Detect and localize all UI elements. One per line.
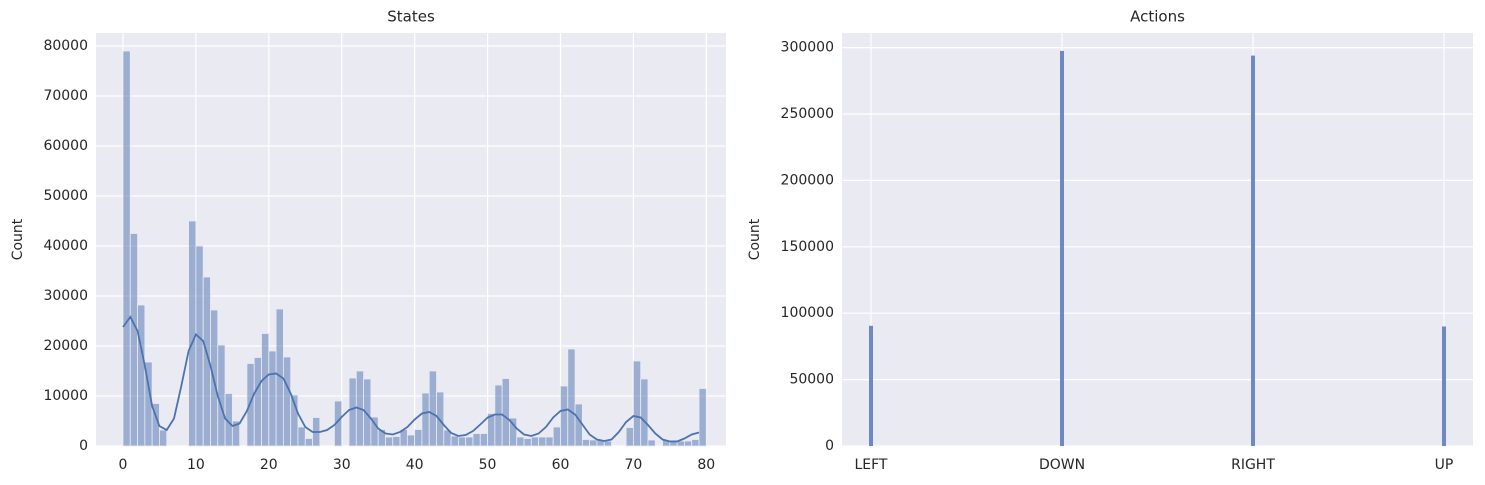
histogram-bar [450, 435, 459, 447]
bar [1060, 50, 1064, 447]
histogram-bar [538, 436, 547, 447]
histogram-bar [304, 438, 313, 447]
y-axis-label: Count [10, 218, 26, 260]
x-tick-label: 10 [187, 457, 205, 473]
histogram-bar [472, 433, 481, 447]
histogram-bar [560, 385, 569, 447]
marks [869, 50, 1446, 447]
histogram-bar [552, 426, 561, 447]
histogram-bar [129, 233, 138, 447]
y-tick-label: 60000 [43, 138, 88, 154]
x-tick-label: 0 [119, 457, 128, 473]
chart-title: Actions [1130, 8, 1185, 26]
histogram-bar [589, 439, 598, 447]
histogram-bar [494, 384, 503, 447]
x-tick-label: DOWN [1039, 457, 1085, 473]
x-tick-label: LEFT [854, 457, 887, 473]
histogram-bar [122, 50, 131, 447]
y-tick-label: 100000 [781, 305, 834, 321]
histogram-bar [632, 360, 642, 447]
x-tick-label: 40 [406, 457, 424, 473]
histogram-bar [253, 357, 262, 447]
y-tick-label: 40000 [43, 238, 88, 254]
histogram-bar [574, 403, 583, 447]
histogram-bar [487, 413, 496, 447]
histogram-bar [625, 427, 634, 447]
histogram-bar [297, 426, 306, 447]
histogram-bar [457, 436, 467, 447]
histogram-bar [392, 436, 401, 447]
histogram-bar [581, 439, 591, 447]
histogram-bar [421, 392, 430, 447]
histogram-bar [231, 420, 241, 447]
histogram-bar [691, 439, 700, 447]
histogram-bar [640, 378, 649, 447]
histogram-bar [282, 356, 292, 447]
plot-background [842, 33, 1473, 446]
histogram-bar [545, 436, 554, 447]
y-axis-label: Count [747, 218, 763, 260]
y-tick-label: 80000 [43, 38, 88, 54]
histogram-bar [246, 363, 255, 447]
histogram-bar [348, 377, 357, 447]
histogram-bar [647, 439, 656, 447]
y-tick-label: 50000 [789, 372, 834, 388]
histogram-bar [479, 433, 488, 447]
y-tick-label: 300000 [781, 40, 834, 56]
histogram-bar [523, 438, 532, 447]
histogram-bar [509, 417, 518, 447]
kde-line [122, 315, 700, 443]
histogram-bar [363, 378, 372, 447]
histogram-bar [698, 388, 707, 447]
histogram-bar [684, 440, 693, 447]
histogram-bar [137, 304, 146, 447]
x-tick-label: UP [1435, 457, 1454, 473]
x-tick-label: 70 [624, 457, 642, 473]
y-tick-label: 0 [825, 438, 834, 454]
y-tick-label: 10000 [43, 388, 88, 404]
histogram-bar [530, 436, 540, 447]
y-tick-label: 70000 [43, 88, 88, 104]
histogram-bar [290, 394, 299, 447]
histogram-bar [406, 434, 416, 447]
histogram-bar [195, 245, 204, 447]
y-tick-label: 200000 [781, 172, 834, 188]
histogram-bar [385, 436, 394, 447]
histogram-bar [516, 436, 525, 447]
x-tick-label: RIGHT [1231, 457, 1275, 473]
histogram-bar [436, 391, 445, 447]
x-tick-label: 30 [333, 457, 351, 473]
histogram-bar [268, 350, 277, 447]
y-tick-label: 0 [79, 438, 88, 454]
y-tick-label: 50000 [43, 188, 88, 204]
y-tick-label: 250000 [781, 106, 834, 122]
chart-title: States [387, 8, 435, 26]
histogram-bar [567, 348, 576, 447]
histogram-bar [334, 400, 343, 447]
histogram-bar [428, 370, 437, 447]
histogram-bar [465, 436, 474, 447]
bar [1251, 55, 1255, 446]
histogram-bar [188, 220, 197, 447]
histogram-bar [261, 333, 270, 447]
histogram-bar [414, 429, 423, 447]
y-tick-label: 20000 [43, 338, 88, 354]
bar [869, 325, 873, 446]
histogram-bar [603, 440, 612, 447]
x-tick-label: 60 [552, 457, 570, 473]
histogram-bar [159, 429, 168, 447]
y-tick-label: 30000 [43, 288, 88, 304]
x-tick-label: 20 [260, 457, 278, 473]
x-tick-label: 80 [697, 457, 715, 473]
y-tick-label: 150000 [781, 239, 834, 255]
histogram-bar [217, 344, 226, 447]
x-tick-label: 50 [479, 457, 497, 473]
marks [122, 50, 707, 447]
histogram-bar [501, 378, 510, 447]
bar [1442, 326, 1446, 446]
